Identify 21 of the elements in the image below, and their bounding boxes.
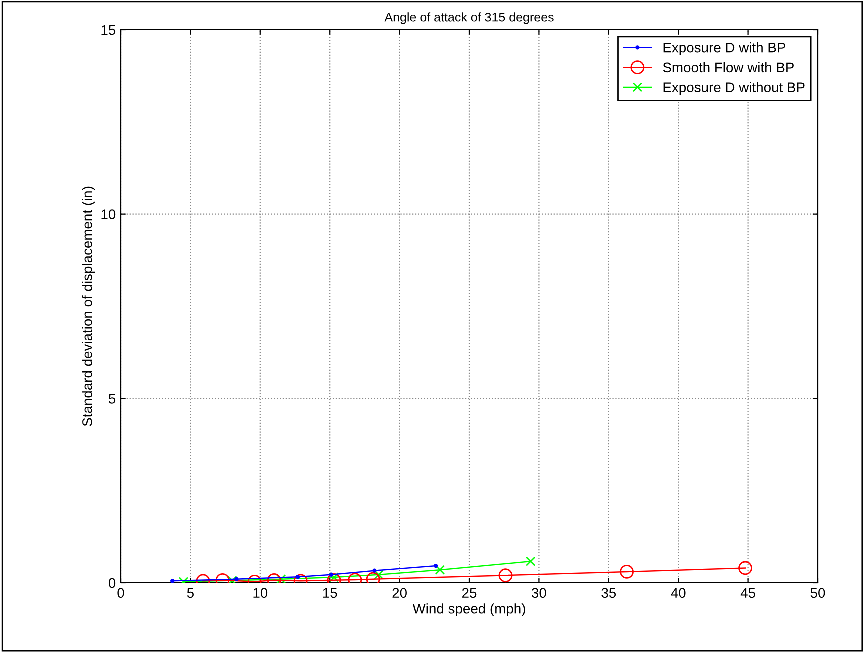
- x-tick-label: 40: [671, 588, 686, 598]
- y-tick-label: 15: [102, 25, 116, 36]
- x-tick-label: 35: [602, 588, 616, 598]
- x-tick-label: 30: [532, 588, 546, 598]
- legend-label: Exposure D without BP: [664, 82, 805, 96]
- y-tick-label: 10: [102, 210, 116, 220]
- x-tick-label: 25: [462, 588, 477, 598]
- x-tick-label: 50: [810, 588, 826, 598]
- x-tick-label: 20: [392, 588, 407, 598]
- legend-label: Smooth Flow with BP: [663, 62, 794, 73]
- chart-title: Angle of attack of 315 degrees: [384, 12, 554, 24]
- legend-label: Exposure D with BP: [664, 42, 786, 56]
- y-tick-label: 0: [108, 578, 116, 588]
- y-axis-title: Standard deviation of displacement (in): [82, 186, 96, 426]
- x-tick-label: 0: [118, 588, 124, 598]
- y-tick-label: 5: [108, 394, 116, 404]
- x-tick-label: 10: [254, 588, 268, 598]
- x-axis-title: Wind speed (mph): [412, 604, 526, 617]
- x-tick-label: 15: [323, 588, 338, 598]
- x-tick-label: 5: [187, 588, 194, 598]
- x-tick-label: 45: [740, 588, 756, 598]
